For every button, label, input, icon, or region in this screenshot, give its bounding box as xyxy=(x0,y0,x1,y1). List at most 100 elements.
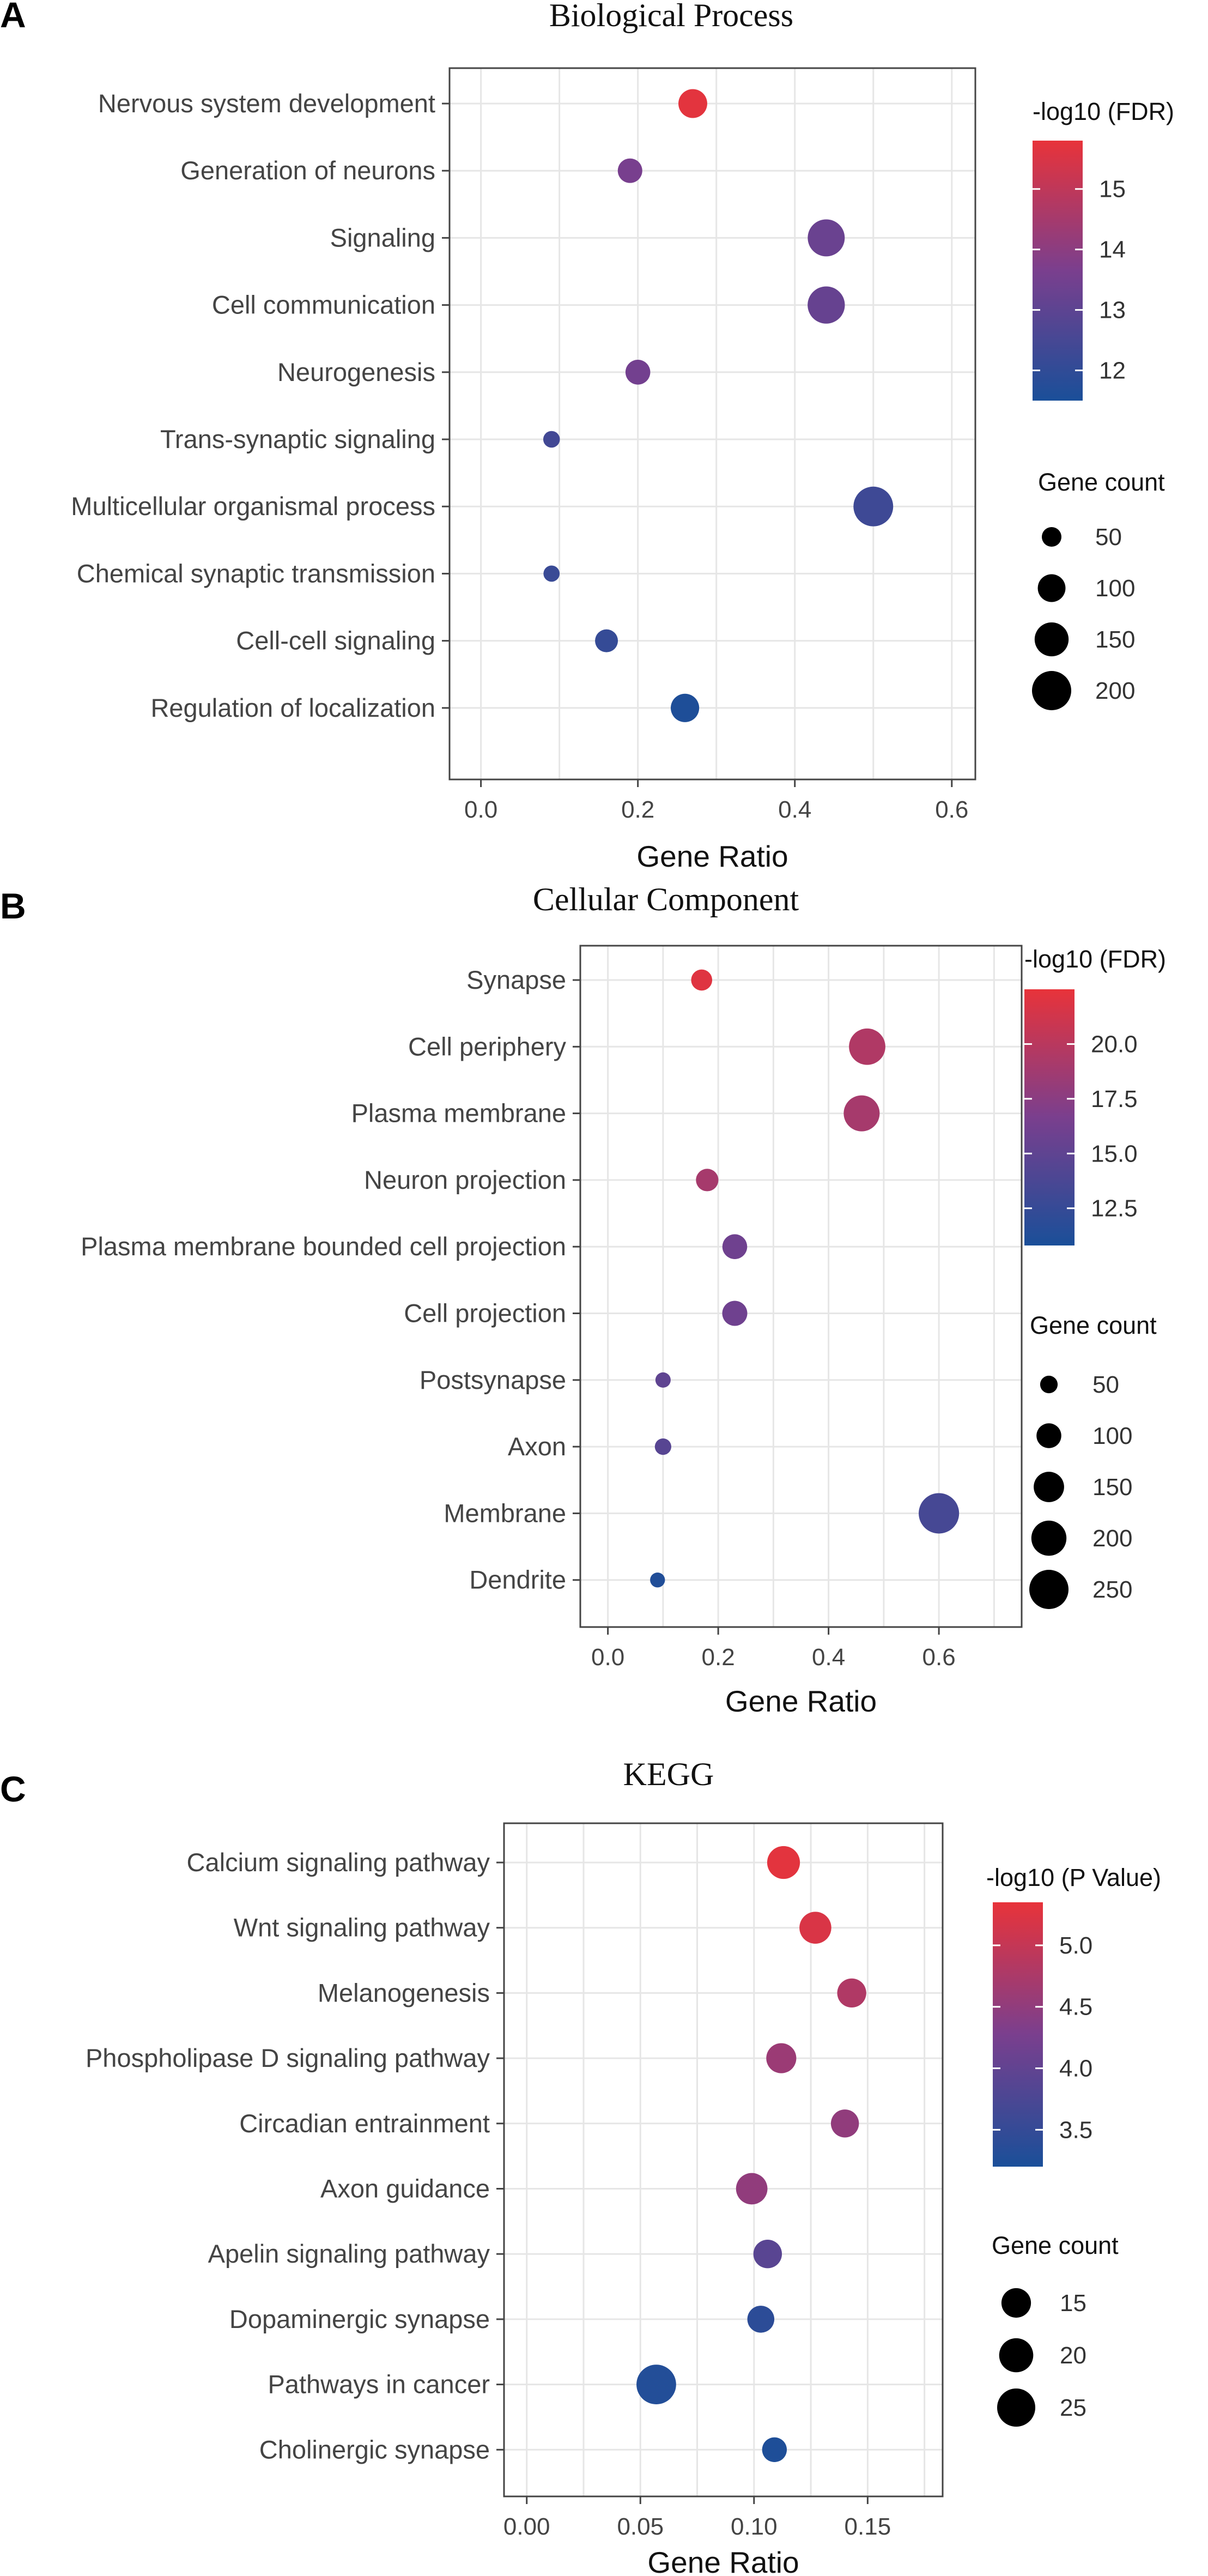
chart-title: Biological Process xyxy=(549,0,793,33)
data-point xyxy=(543,565,560,582)
y-category-label: Circadian entrainment xyxy=(239,2109,490,2138)
colorbar-tick-label: 4.0 xyxy=(1059,2055,1092,2082)
data-point xyxy=(843,1095,880,1132)
size-legend-key xyxy=(1040,1375,1058,1394)
chart-title: Cellular Component xyxy=(533,881,799,917)
colorbar-tick-label: 4.5 xyxy=(1059,1994,1092,2021)
y-category-label: Nervous system development xyxy=(98,89,435,118)
y-category-label: Synapse xyxy=(466,965,566,994)
data-point xyxy=(722,1301,748,1326)
x-axis-title: Gene Ratio xyxy=(647,2545,799,2576)
colorbar xyxy=(1033,141,1083,401)
y-category-label: Axon xyxy=(508,1432,566,1461)
panel-c: C KEGG 0.00 0.05 0.10 0.15 Gene Ratio Calcium s… xyxy=(0,1756,1161,2576)
size-legend-key xyxy=(1031,1520,1067,1556)
color-legend-title: -log10 (FDR) xyxy=(1024,945,1166,973)
size-legend-key xyxy=(1001,2288,1031,2318)
data-point xyxy=(767,1846,800,1879)
data-point xyxy=(808,286,845,324)
color-legend-title: -log10 (P Value) xyxy=(986,1864,1161,1891)
data-point xyxy=(919,1493,960,1534)
size-legend-label: 250 xyxy=(1092,1576,1132,1603)
y-category-label: Dopaminergic synapse xyxy=(229,2305,490,2333)
x-tick-label: 0.4 xyxy=(778,796,811,823)
y-category-label: Cell periphery xyxy=(408,1032,566,1061)
size-legend-key xyxy=(997,2388,1035,2427)
data-point xyxy=(636,2365,676,2404)
size-legend-title: Gene count xyxy=(1038,468,1165,496)
colorbar-tick-label: 5.0 xyxy=(1059,1932,1092,1959)
colorbar-tick-label: 20.0 xyxy=(1091,1031,1138,1057)
size-legend-key xyxy=(1029,1570,1069,1609)
y-category-label: Calcium signaling pathway xyxy=(187,1848,490,1877)
x-tick-label: 0.00 xyxy=(503,2513,550,2540)
x-tick-label: 0.2 xyxy=(702,1644,735,1671)
size-legend-label: 150 xyxy=(1095,626,1135,653)
size-legend-label: 100 xyxy=(1095,575,1135,602)
size-legend-key xyxy=(1032,671,1071,710)
x-tick-label: 0.4 xyxy=(812,1644,845,1671)
y-category-label: Plasma membrane xyxy=(351,1099,566,1128)
x-axis-title: Gene Ratio xyxy=(636,839,788,873)
data-point xyxy=(849,1028,885,1065)
y-category-label: Phospholipase D signaling pathway xyxy=(86,2043,490,2072)
size-legend-key xyxy=(1034,622,1069,657)
data-point xyxy=(595,629,618,652)
y-category-label: Regulation of localization xyxy=(150,693,435,722)
size-legend-title: Gene count xyxy=(992,2232,1119,2259)
x-tick-label: 0.10 xyxy=(731,2513,778,2540)
colorbar-tick-label: 14 xyxy=(1099,237,1126,263)
y-category-label: Signaling xyxy=(330,223,435,252)
data-point xyxy=(671,693,700,722)
y-category-label: Membrane xyxy=(444,1498,566,1527)
data-point xyxy=(625,360,651,385)
size-legend-label: 20 xyxy=(1060,2342,1086,2369)
y-category-label: Pathways in cancer xyxy=(268,2370,490,2399)
y-category-label: Axon guidance xyxy=(320,2174,490,2203)
y-category-label: Trans-synaptic signaling xyxy=(160,425,435,453)
y-category-label: Multicellular organismal process xyxy=(71,492,435,521)
size-legend-label: 50 xyxy=(1095,524,1122,551)
x-tick-label: 0.0 xyxy=(464,796,497,823)
data-point xyxy=(696,1169,719,1192)
size-legend-label: 150 xyxy=(1092,1474,1132,1501)
plot-border xyxy=(503,1822,944,2498)
data-point xyxy=(678,89,707,118)
chart-title: KEGG xyxy=(623,1756,714,1792)
data-point xyxy=(736,2173,768,2205)
y-category-label: Melanogenesis xyxy=(318,1978,490,2007)
data-point xyxy=(766,2043,797,2073)
size-legend-label: 50 xyxy=(1092,1371,1119,1398)
plot-border xyxy=(448,67,976,781)
y-category-label: Neuron projection xyxy=(364,1165,566,1194)
data-point xyxy=(747,2306,775,2333)
data-point xyxy=(837,1978,866,2008)
y-category-label: Chemical synaptic transmission xyxy=(77,559,435,588)
y-category-label: Cholinergic synapse xyxy=(259,2435,490,2464)
data-point xyxy=(543,431,560,448)
data-point xyxy=(799,1912,831,1944)
y-category-label: Neurogenesis xyxy=(277,358,435,386)
color-legend-title: -log10 (FDR) xyxy=(1033,98,1174,125)
y-category-label: Wnt signaling pathway xyxy=(234,1913,490,1942)
data-point xyxy=(762,2437,787,2462)
y-category-label: Cell projection xyxy=(404,1299,566,1328)
x-tick-label: 0.2 xyxy=(621,796,654,823)
colorbar-tick-label: 15.0 xyxy=(1091,1140,1138,1167)
panel-letter: A xyxy=(0,0,26,35)
y-category-label: Dendrite xyxy=(469,1565,566,1594)
plot-border xyxy=(579,945,1023,1628)
size-legend-label: 15 xyxy=(1060,2290,1086,2317)
colorbar-tick-label: 12.5 xyxy=(1091,1195,1138,1222)
colorbar-tick-label: 13 xyxy=(1099,297,1126,324)
colorbar-tick-label: 12 xyxy=(1099,358,1126,384)
size-legend-key xyxy=(1042,527,1061,547)
data-point xyxy=(722,1234,748,1259)
size-legend-label: 200 xyxy=(1095,678,1135,704)
panel-letter: B xyxy=(0,886,26,926)
size-legend-key xyxy=(1036,1423,1061,1448)
x-tick-label: 0.05 xyxy=(617,2513,664,2540)
data-point xyxy=(654,1438,671,1455)
x-tick-label: 0.6 xyxy=(935,796,968,823)
